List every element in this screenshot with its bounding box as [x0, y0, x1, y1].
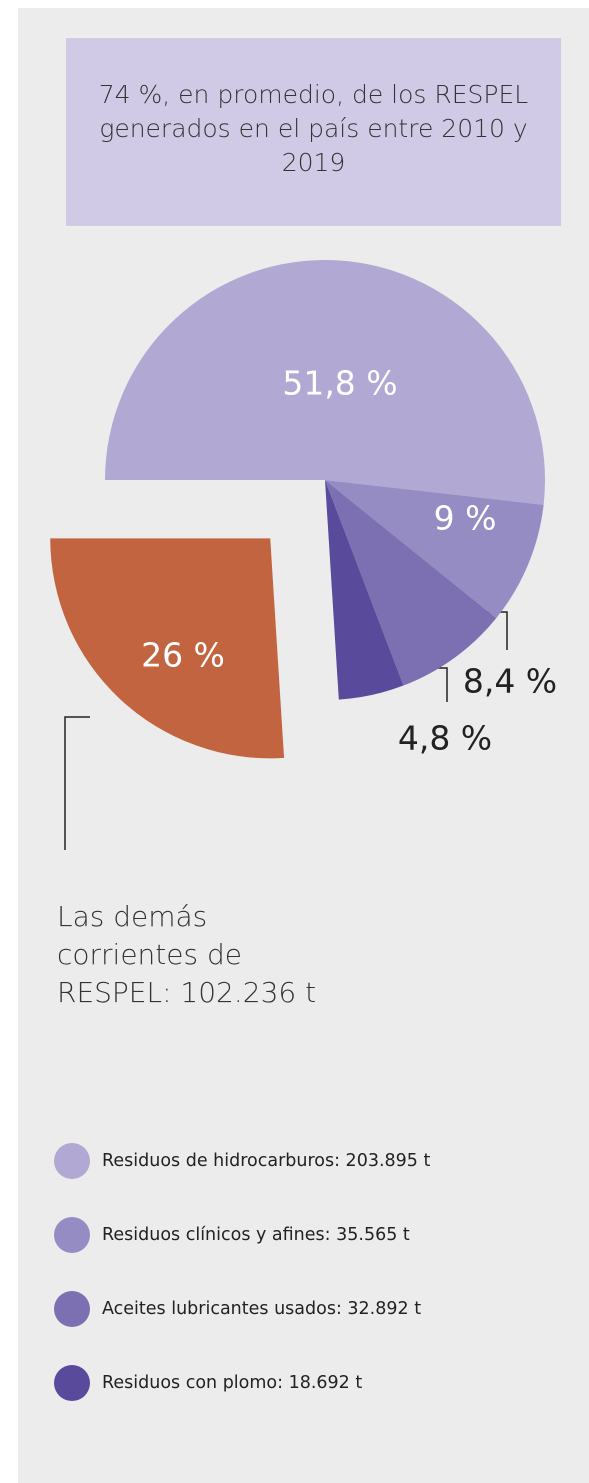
legend-item: Residuos clínicos y afines: 35.565 t: [54, 1217, 410, 1253]
data-label: 26 %: [141, 636, 225, 675]
legend-swatch: [54, 1217, 90, 1253]
data-label: 8,4 %: [463, 662, 557, 701]
pie-slice: [325, 480, 404, 700]
annotation: Las demás corrientes de RESPEL: 102.236 …: [57, 900, 317, 1009]
legend-item: Residuos con plomo: 18.692 t: [54, 1365, 362, 1401]
legend-swatch: [54, 1143, 90, 1179]
pie-slice: [325, 480, 544, 619]
legend-swatch: [54, 1365, 90, 1401]
legend-label: Aceites lubricantes usados: 32.892 t: [102, 1299, 422, 1319]
legend-label: Residuos de hidrocarburos: 203.895 t: [102, 1151, 431, 1171]
data-label: 9 %: [434, 499, 497, 538]
legend-label: Residuos clínicos y afines: 35.565 t: [102, 1225, 410, 1245]
pie-slice: [105, 259, 546, 505]
legend-label: Residuos con plomo: 18.692 t: [102, 1373, 363, 1393]
legend-item: Residuos de hidrocarburos: 203.895 t: [54, 1143, 430, 1179]
data-label: 4,8 %: [398, 719, 492, 758]
chart-title: 74 %, en promedio, de los RESPEL generad…: [66, 38, 561, 226]
pie-slice: [50, 538, 285, 759]
data-label: 51,8 %: [282, 364, 397, 403]
pie-slice: [325, 480, 497, 686]
legend-item: Aceites lubricantes usados: 32.892 t: [54, 1291, 421, 1327]
background: [18, 8, 589, 1483]
legend-swatch: [54, 1291, 90, 1327]
leader-line: [64, 716, 90, 850]
